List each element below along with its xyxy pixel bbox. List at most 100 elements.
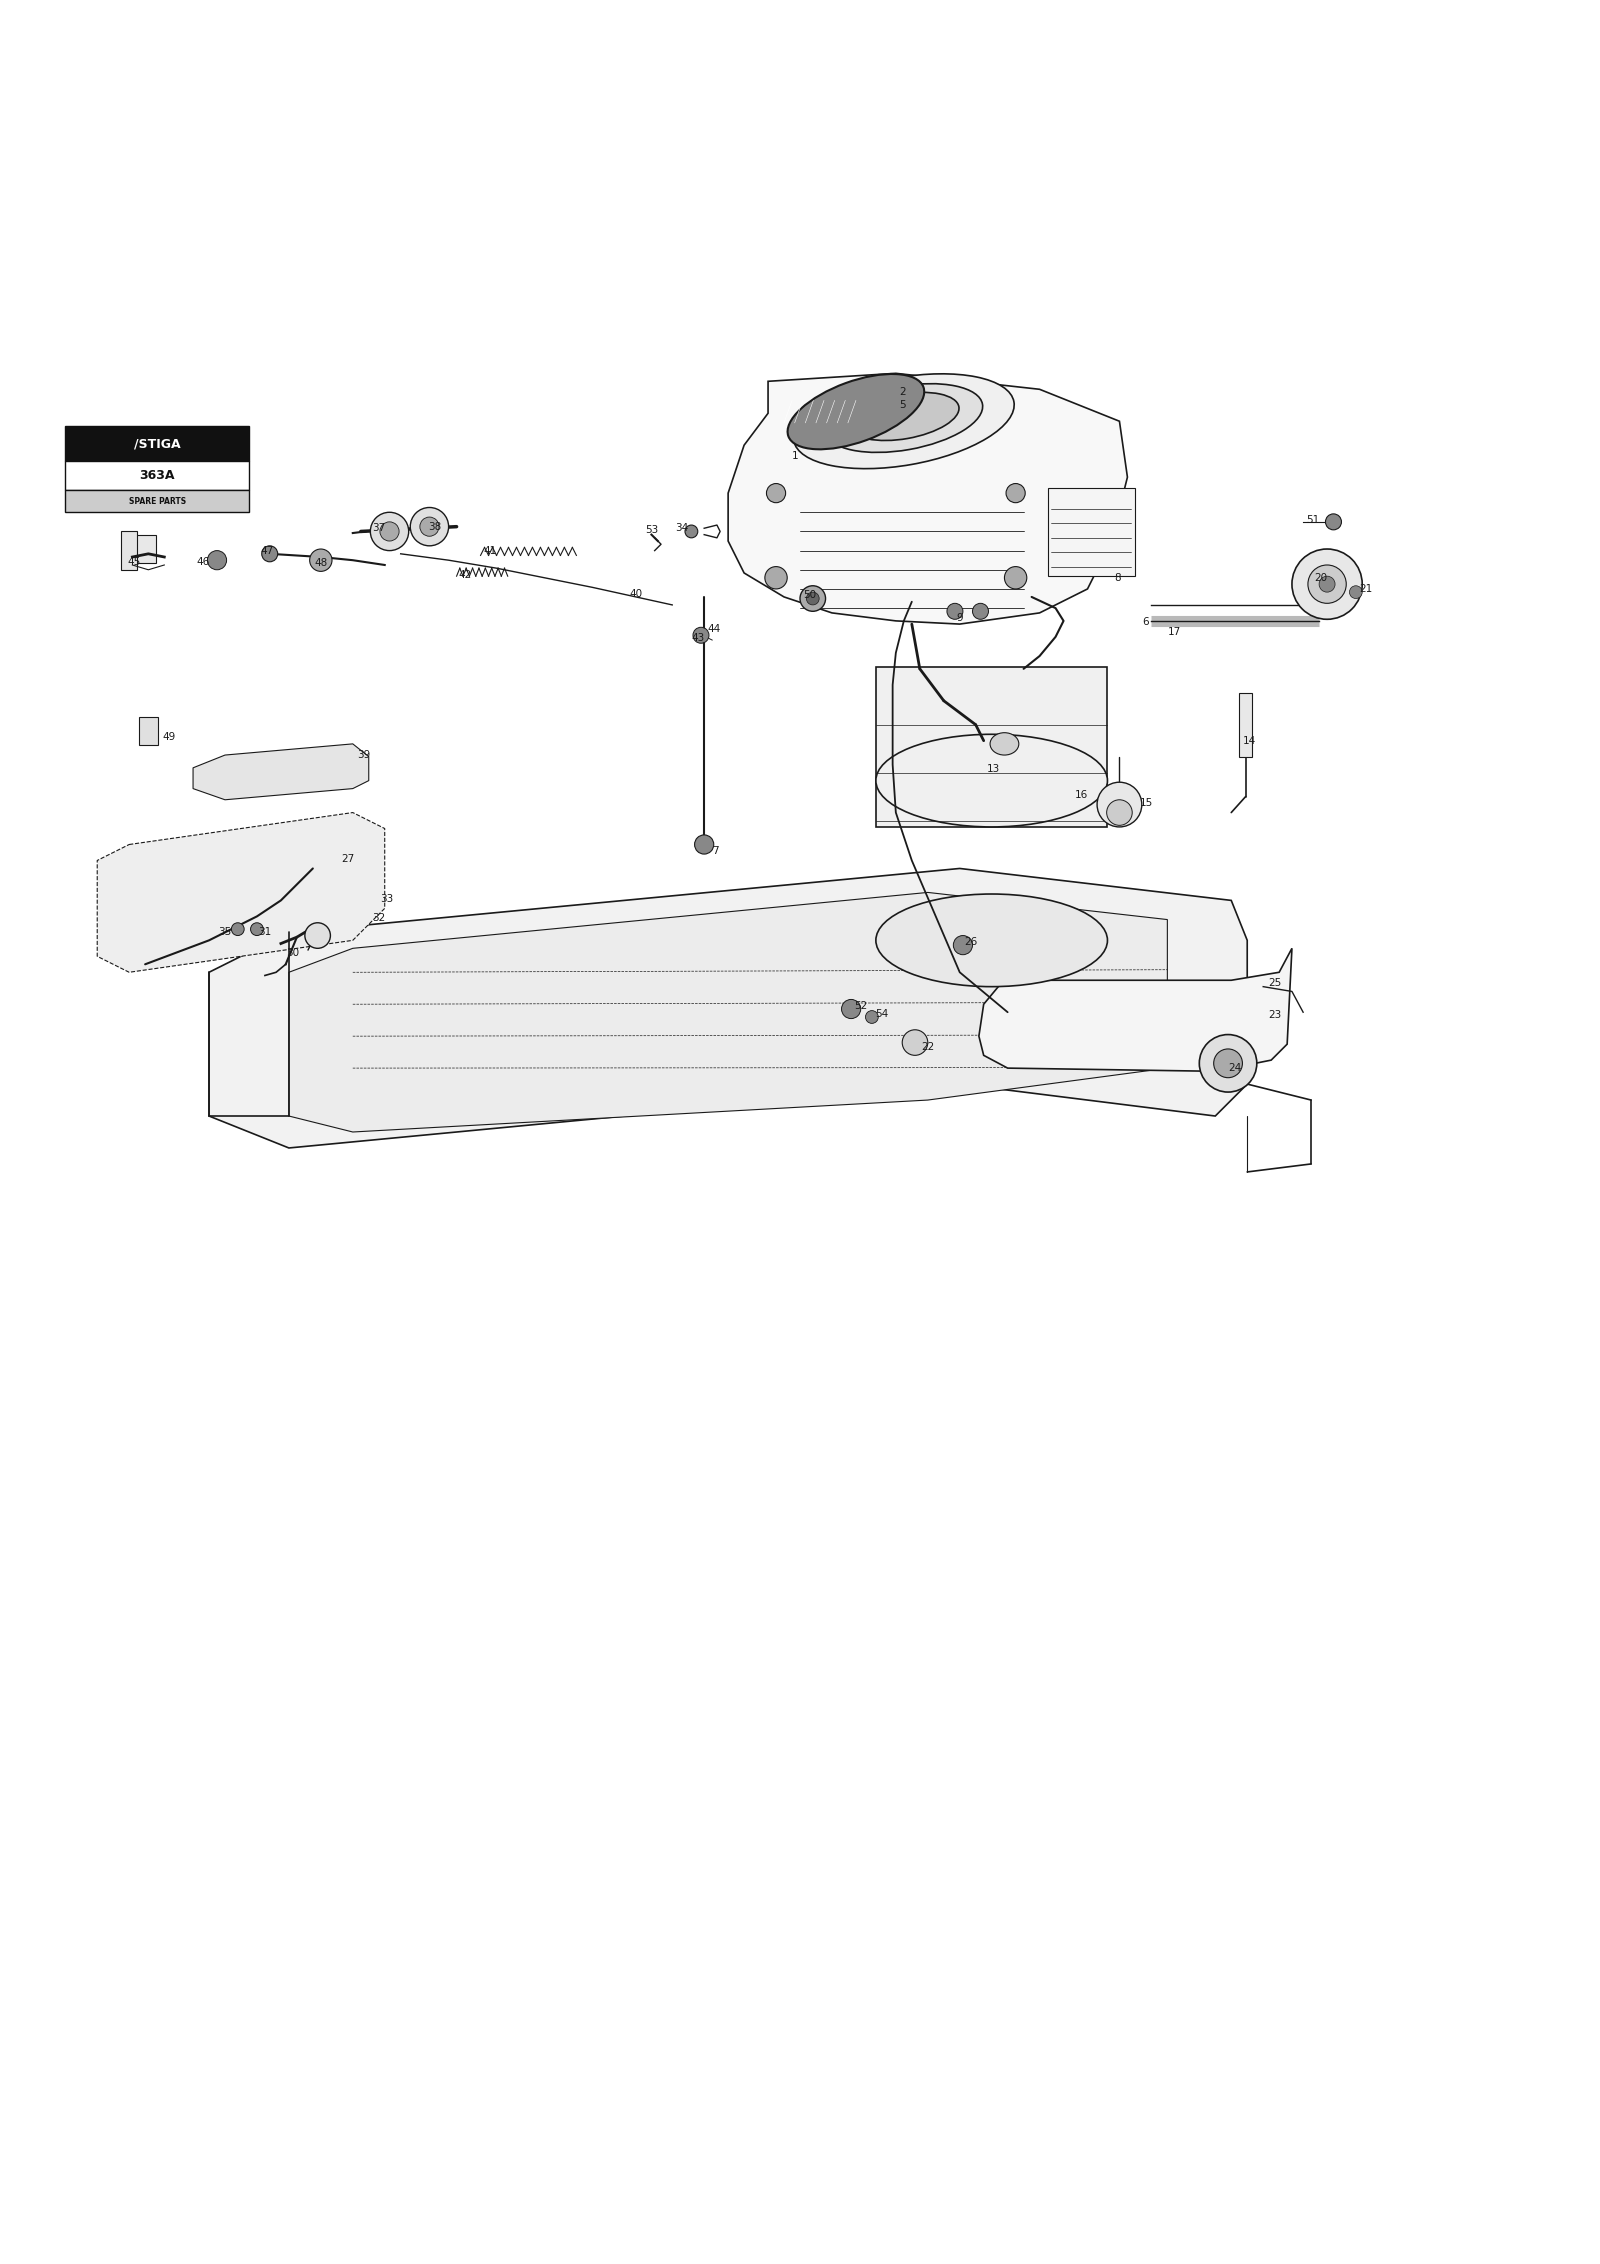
Circle shape [306, 924, 331, 949]
Circle shape [310, 548, 333, 571]
Text: 14: 14 [1243, 736, 1256, 745]
Text: 5: 5 [899, 401, 906, 410]
Text: 23: 23 [1267, 1010, 1282, 1021]
Polygon shape [979, 949, 1291, 1071]
Text: 1: 1 [792, 451, 798, 462]
Text: 26: 26 [965, 937, 978, 946]
Bar [122, 532, 138, 571]
Circle shape [1214, 1048, 1243, 1078]
Text: 363A: 363A [139, 469, 174, 482]
Circle shape [1325, 514, 1341, 530]
Circle shape [902, 1030, 928, 1055]
Circle shape [251, 924, 264, 935]
Circle shape [410, 507, 448, 546]
Text: 38: 38 [427, 521, 442, 532]
Text: 34: 34 [675, 523, 688, 534]
Circle shape [1318, 575, 1334, 593]
Polygon shape [290, 892, 1168, 1132]
Circle shape [1005, 566, 1027, 589]
Text: 40: 40 [629, 589, 642, 598]
Text: 7: 7 [712, 847, 718, 856]
Text: 51: 51 [1306, 516, 1320, 525]
Ellipse shape [848, 392, 958, 441]
Text: 43: 43 [691, 634, 704, 643]
Circle shape [1291, 548, 1362, 620]
Text: 41: 41 [483, 546, 498, 555]
Bar [1240, 693, 1253, 756]
Bar [139, 718, 158, 745]
Circle shape [1307, 566, 1346, 602]
Text: 39: 39 [357, 749, 371, 761]
Text: 2: 2 [899, 387, 906, 398]
Polygon shape [98, 813, 384, 971]
Text: 24: 24 [1229, 1064, 1242, 1073]
Ellipse shape [787, 374, 925, 448]
Ellipse shape [875, 734, 1107, 826]
Text: 50: 50 [803, 591, 816, 600]
Bar [66, 489, 250, 512]
Circle shape [973, 602, 989, 620]
Text: 30: 30 [286, 949, 299, 958]
Text: 42: 42 [458, 571, 472, 580]
Circle shape [685, 525, 698, 539]
Circle shape [1349, 586, 1362, 598]
Text: 21: 21 [1358, 584, 1373, 593]
Text: 37: 37 [371, 523, 386, 534]
Bar [134, 534, 157, 564]
Text: 13: 13 [987, 765, 1000, 774]
Ellipse shape [794, 374, 1014, 469]
Ellipse shape [826, 383, 982, 453]
Circle shape [766, 484, 786, 503]
Polygon shape [210, 869, 1248, 1148]
Text: 45: 45 [128, 557, 141, 566]
Circle shape [1006, 484, 1026, 503]
Text: 22: 22 [922, 1041, 934, 1053]
Circle shape [806, 593, 819, 604]
Text: 44: 44 [707, 625, 720, 634]
Bar [66, 462, 250, 489]
Text: 48: 48 [315, 559, 328, 568]
Circle shape [370, 512, 408, 550]
Circle shape [379, 523, 398, 541]
Text: 9: 9 [957, 614, 963, 623]
Text: 47: 47 [261, 546, 274, 555]
Polygon shape [728, 374, 1128, 625]
Text: 49: 49 [163, 734, 176, 743]
Ellipse shape [875, 894, 1107, 987]
Text: 46: 46 [197, 557, 210, 566]
Circle shape [232, 924, 245, 935]
Text: 16: 16 [1075, 790, 1088, 799]
Text: 52: 52 [854, 1001, 867, 1010]
Ellipse shape [990, 734, 1019, 756]
Circle shape [262, 546, 278, 561]
Circle shape [694, 835, 714, 854]
Text: 15: 15 [1141, 797, 1154, 808]
Text: 31: 31 [259, 928, 272, 937]
Text: Powered by Viste Spares: Powered by Viste Spares [558, 919, 1042, 955]
Circle shape [1200, 1035, 1258, 1091]
Text: 54: 54 [875, 1010, 888, 1019]
Text: 25: 25 [1267, 978, 1282, 989]
Circle shape [1098, 781, 1142, 826]
Text: 32: 32 [371, 912, 386, 924]
Text: 27: 27 [341, 854, 355, 865]
Circle shape [1107, 799, 1133, 826]
Text: 20: 20 [1314, 573, 1328, 582]
Circle shape [208, 550, 227, 571]
Circle shape [800, 586, 826, 611]
Circle shape [866, 1010, 878, 1023]
Bar [66, 426, 250, 462]
Text: 53: 53 [645, 525, 658, 534]
Text: /STIGA: /STIGA [134, 437, 181, 451]
Bar [1048, 489, 1136, 575]
Polygon shape [194, 745, 368, 799]
Circle shape [765, 566, 787, 589]
Circle shape [693, 627, 709, 643]
Circle shape [842, 998, 861, 1019]
Text: 6: 6 [1142, 618, 1149, 627]
Text: 17: 17 [1168, 627, 1181, 636]
Circle shape [954, 935, 973, 955]
Text: 35: 35 [219, 928, 232, 937]
Bar [875, 668, 1107, 826]
Circle shape [947, 602, 963, 620]
